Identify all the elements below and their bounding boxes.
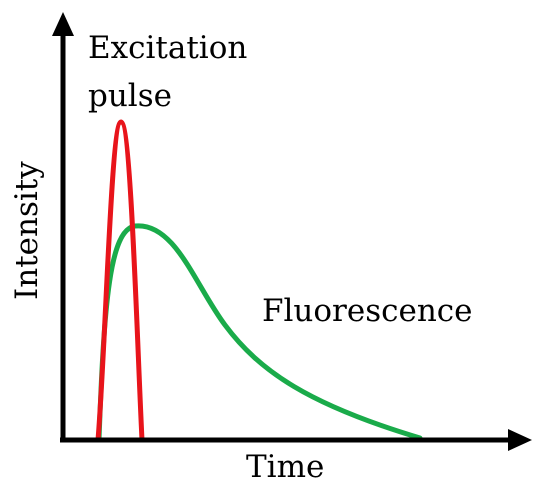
x-axis-arrowhead	[508, 429, 532, 451]
excitation-label-line-2: pulse	[88, 78, 172, 114]
y-axis-arrowhead	[52, 12, 74, 36]
excitation-pulse-curve	[95, 119, 145, 443]
fluorescence-curve	[96, 223, 423, 443]
fluorescence-label: Fluorescence	[262, 293, 473, 329]
x-axis-label: Time	[246, 449, 325, 485]
y-axis-label: Intensity	[9, 161, 45, 300]
excitation-label-line-1: Excitation	[88, 30, 248, 66]
